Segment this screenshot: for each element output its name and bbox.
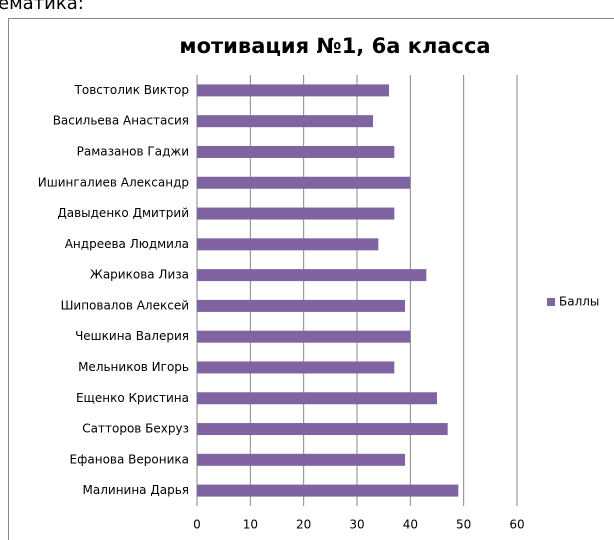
legend-label: Баллы xyxy=(559,295,599,309)
caption: ематика: xyxy=(0,0,84,14)
bar xyxy=(197,392,437,405)
bar xyxy=(197,269,427,282)
bar xyxy=(197,84,389,97)
y-tick-label: Шиповалов Алексей xyxy=(61,298,189,312)
x-tick-label: 60 xyxy=(509,518,524,532)
y-tick-label: Рамазанов Гаджи xyxy=(77,144,189,158)
y-tick-label: Товстолик Виктор xyxy=(74,83,189,97)
x-tick-label: 50 xyxy=(456,518,471,532)
bar xyxy=(197,176,411,189)
y-tick-label: Сатторов Бехруз xyxy=(82,422,189,436)
y-tick-label: Давыденко Дмитрий xyxy=(57,206,189,220)
bar xyxy=(197,423,448,436)
y-tick-label: Ишингалиев Александр xyxy=(38,175,189,189)
bar xyxy=(197,145,395,158)
y-tick-label: Чешкина Валерия xyxy=(75,329,189,343)
y-tick-label: Васильева Анастасия xyxy=(53,114,189,128)
bar xyxy=(197,361,395,374)
x-tick-label: 10 xyxy=(243,518,258,532)
chart-title: мотивация №1, 6а класса xyxy=(179,34,490,58)
x-tick-label: 20 xyxy=(296,518,311,532)
bar xyxy=(197,453,405,466)
y-tick-label: Андреева Людмила xyxy=(65,237,189,251)
y-tick-label: Малинина Дарья xyxy=(83,483,189,497)
bar xyxy=(197,115,373,128)
bar xyxy=(197,484,459,497)
x-tick-label: 30 xyxy=(349,518,364,532)
legend-swatch xyxy=(547,298,555,306)
bar xyxy=(197,299,405,312)
y-tick-label: Ефанова Вероника xyxy=(70,452,189,466)
x-tick-label: 40 xyxy=(403,518,418,532)
y-tick-label: Жарикова Лиза xyxy=(90,268,189,282)
x-tick-label: 0 xyxy=(193,518,201,532)
y-tick-label: Ещенко Кристина xyxy=(76,391,189,405)
bar xyxy=(197,238,379,251)
bar xyxy=(197,330,411,343)
bar xyxy=(197,207,395,220)
y-tick-label: Мельников Игорь xyxy=(78,360,189,374)
